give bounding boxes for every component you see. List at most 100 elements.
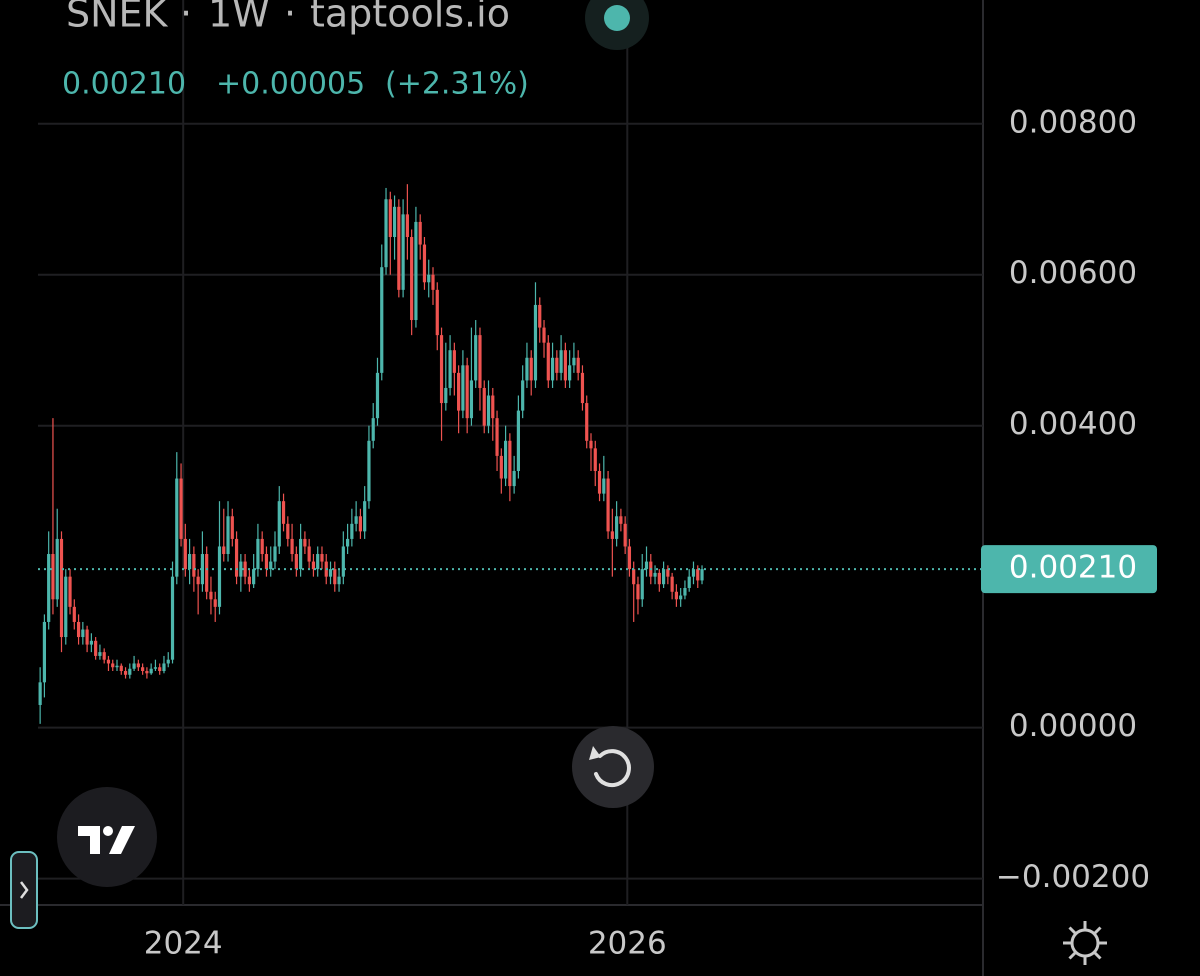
candle-body [98,652,102,656]
candle-body [162,663,166,672]
candle-body [401,214,405,290]
source: taptools.io [310,0,510,36]
candle-body [59,538,64,638]
candle-body [516,410,521,471]
candle-body [345,538,350,547]
candle-body [42,621,47,683]
candle-body [397,206,401,290]
candle-body [333,569,337,585]
candle-body [350,523,354,539]
candle-body [674,591,678,600]
candle-body [696,569,700,581]
candle-body [679,595,683,600]
candle-body [89,640,93,645]
candle-body [38,682,42,705]
tradingview-logo[interactable] [57,787,157,887]
candle-body [521,380,525,411]
candle-body [81,629,85,638]
candle-body [602,478,606,494]
change-percent: (+2.31%) [385,67,529,102]
candle-body [644,561,649,570]
candle-body [512,470,516,487]
candle-body [550,357,555,381]
candle-body [610,531,614,539]
candle-body [375,372,380,419]
candle-body [525,357,529,381]
candle-body [422,244,427,283]
last-price-badge [981,545,1157,594]
candle-body [465,365,469,419]
candle-body [431,274,435,290]
candle-body [478,335,482,388]
candle-body [260,538,264,555]
candle-body [563,350,567,381]
reset-button-bg[interactable] [572,726,654,808]
side-panel-toggle[interactable] [10,851,38,929]
candle-body [264,554,269,570]
status-dot [604,5,630,31]
labels: 0.00800 0.00600 0.00400 0.00000 −0.00200 2024… [38,104,1157,962]
candle-body [76,621,81,638]
candle-body [183,538,187,570]
candle-body [670,576,674,592]
candle-body [299,538,303,570]
candle-body [619,516,623,524]
candle-body [414,221,418,321]
candle-body [636,584,640,600]
candle-body [568,365,572,381]
candle-body [192,554,196,577]
candle-body [209,591,213,600]
logo-bg[interactable] [57,787,157,887]
candle-body [491,395,495,419]
change: +0.00005 [216,67,365,102]
separator: · [284,0,296,36]
logo-dot [103,826,113,836]
x-tick-label: 2024 [144,926,223,962]
candle-body [627,546,632,570]
settings-button[interactable] [1063,921,1107,965]
candle-body [410,237,414,321]
candle-body [320,554,324,562]
candle-body [666,569,670,577]
candle-body [128,668,132,675]
candle-body [290,538,294,555]
candle-body [213,599,217,607]
candle-body [341,546,345,577]
candle-body [234,538,239,577]
candle-body [72,606,76,622]
candle-body [358,516,363,532]
gear-body[interactable] [1070,928,1100,958]
toggle-tab[interactable] [10,851,38,929]
separator: · [180,0,192,36]
reset-button[interactable] [572,726,654,808]
candle-body [269,561,273,570]
candle-body [226,516,230,555]
last-price-badge-label: 0.00210 [1009,550,1137,586]
candle-body [200,554,205,585]
candle-body [546,342,550,381]
candle-body [311,561,316,570]
y-tick-label: −0.00200 [996,859,1150,895]
candle-body [123,671,128,675]
candle-body [175,478,179,577]
candle-body [388,199,392,238]
candle-body [51,554,55,600]
candle-body [384,199,388,268]
candle-body [593,448,597,471]
candle-body [328,569,333,577]
candle-body [589,440,593,449]
candle-body [418,221,422,245]
candles [38,184,704,724]
candle-body [542,327,546,343]
candle-body [354,516,358,524]
reset-icon [594,749,631,788]
candle-body [405,214,409,238]
candle-body [141,667,145,672]
candle-body [230,516,234,539]
candle-body [252,569,256,585]
candle-body [580,372,585,404]
candle-body [653,572,657,577]
candle-body [538,304,542,328]
